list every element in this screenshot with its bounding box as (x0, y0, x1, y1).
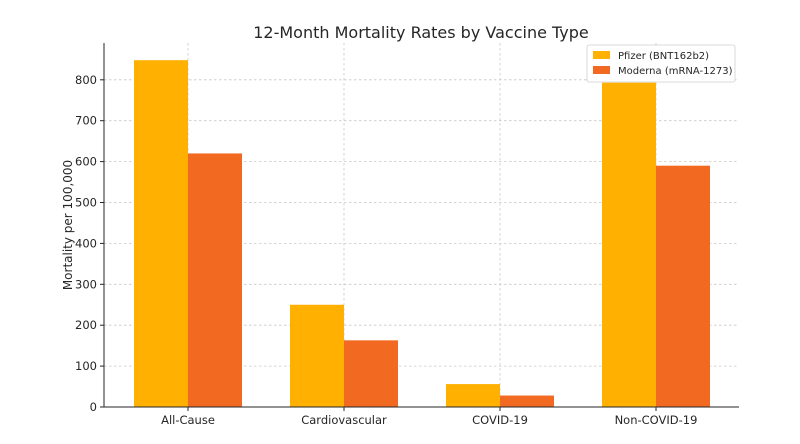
y-tick-label: 0 (90, 400, 97, 414)
x-tick-label: Cardiovascular (301, 413, 387, 427)
bar-pfizer-cardiovascular (290, 304, 344, 407)
x-tick-label: Non-COVID-19 (615, 413, 698, 427)
x-tick-label: COVID-19 (472, 413, 528, 427)
bar-pfizer-covid-19 (446, 384, 500, 407)
bar-moderna-all-cause (188, 153, 242, 407)
chart-title: 12-Month Mortality Rates by Vaccine Type (253, 23, 589, 42)
legend-label-moderna: Moderna (mRNA-1273) (618, 66, 733, 77)
y-tick-label: 800 (75, 73, 97, 87)
legend-box (586, 44, 736, 83)
legend-label-pfizer: Pfizer (BNT162b2) (618, 51, 709, 62)
bar-pfizer-all-cause (134, 60, 188, 408)
bar-moderna-covid-19 (500, 395, 554, 407)
y-tick-label: 400 (75, 236, 97, 250)
bar-moderna-cardiovascular (344, 340, 398, 407)
y-tick-label: 600 (75, 155, 97, 169)
x-tick-label: All-Cause (161, 413, 215, 427)
axes-layer (103, 43, 739, 408)
bar-pfizer-non-covid-19 (602, 82, 656, 408)
legend: Pfizer (BNT162b2) Moderna (mRNA-1273) (586, 44, 736, 83)
bar-moderna-non-covid-19 (656, 165, 710, 407)
y-tick-label: 200 (75, 318, 97, 332)
ticks-layer: 0 100 200 300 400 500 600 700 800 All-Cause Cardio… (75, 73, 697, 427)
y-tick-label: 100 (75, 359, 97, 373)
y-tick-label: 500 (75, 196, 97, 210)
bars-layer (134, 60, 710, 408)
legend-swatch-pfizer (593, 51, 610, 59)
legend-swatch-moderna (593, 66, 610, 74)
y-tick-label: 700 (75, 114, 97, 128)
y-axis-label: Mortality per 100,000 (61, 160, 75, 290)
y-tick-label: 300 (75, 277, 97, 291)
